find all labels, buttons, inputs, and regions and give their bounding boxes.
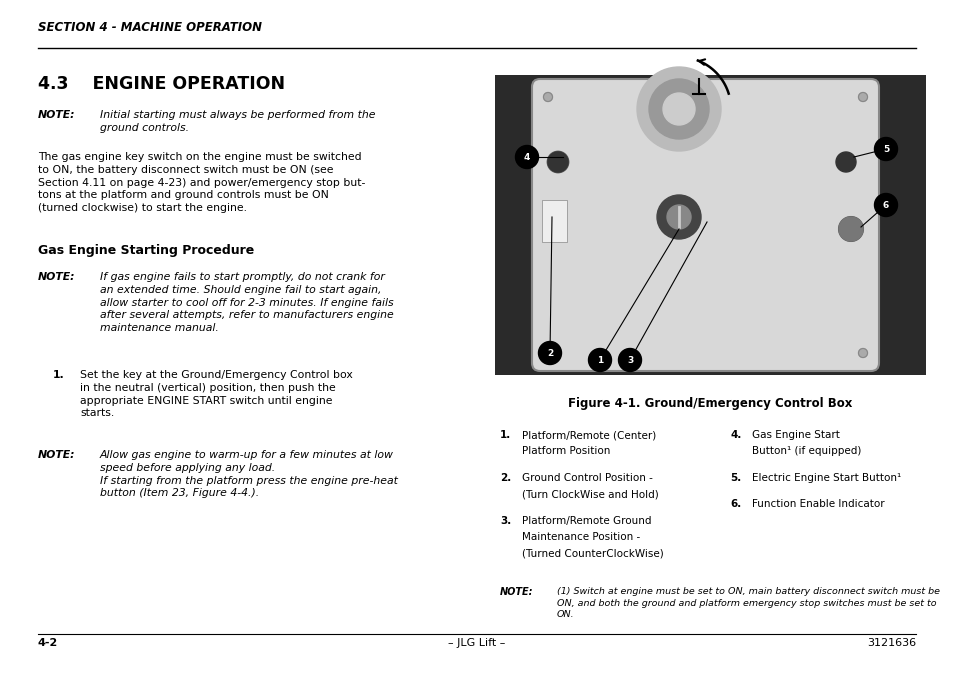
Text: 1.: 1.: [499, 430, 511, 440]
FancyBboxPatch shape: [532, 79, 878, 371]
Circle shape: [662, 93, 695, 125]
Text: NOTE:: NOTE:: [38, 272, 75, 282]
Circle shape: [858, 349, 866, 358]
Text: 4.: 4.: [729, 430, 740, 440]
Text: Platform/Remote Ground: Platform/Remote Ground: [521, 516, 651, 526]
Text: 1.: 1.: [53, 370, 65, 380]
Text: Platform/Remote (Center): Platform/Remote (Center): [521, 430, 656, 440]
Text: 6.: 6.: [729, 500, 740, 510]
Circle shape: [666, 205, 690, 229]
Text: 5.: 5.: [729, 473, 740, 483]
Circle shape: [543, 349, 552, 358]
Text: The gas engine key switch on the engine must be switched
to ON, the battery disc: The gas engine key switch on the engine …: [38, 152, 365, 213]
Circle shape: [648, 79, 708, 139]
Text: – JLG Lift –: – JLG Lift –: [448, 638, 505, 648]
Text: 3.: 3.: [499, 516, 511, 526]
Text: 1: 1: [597, 356, 602, 364]
Bar: [541, 200, 566, 242]
Circle shape: [874, 137, 897, 160]
Circle shape: [588, 349, 611, 372]
Text: 4: 4: [523, 153, 530, 162]
Text: Platform Position: Platform Position: [521, 447, 610, 456]
Circle shape: [858, 93, 866, 101]
Text: 2: 2: [546, 349, 553, 358]
Text: Initial starting must always be performed from the
ground controls.: Initial starting must always be performe…: [100, 110, 375, 132]
Text: NOTE:: NOTE:: [499, 587, 533, 598]
Circle shape: [515, 145, 537, 168]
Text: 6: 6: [882, 201, 888, 210]
Circle shape: [537, 341, 561, 364]
Circle shape: [547, 152, 567, 172]
Text: Set the key at the Ground/Emergency Control box
in the neutral (vertical) positi: Set the key at the Ground/Emergency Cont…: [80, 370, 353, 418]
Circle shape: [657, 195, 700, 239]
Text: If gas engine fails to start promptly, do not crank for
an extended time. Should: If gas engine fails to start promptly, d…: [100, 272, 394, 333]
Circle shape: [874, 193, 897, 216]
Text: NOTE:: NOTE:: [38, 110, 75, 120]
Text: 5: 5: [882, 145, 888, 153]
Text: (1) Switch at engine must be set to ON, main battery disconnect switch must be
O: (1) Switch at engine must be set to ON, …: [557, 587, 939, 619]
Text: Allow gas engine to warm-up for a few minutes at low
speed before applying any l: Allow gas engine to warm-up for a few mi…: [100, 450, 397, 498]
Text: 4-2: 4-2: [38, 638, 58, 648]
Text: (Turned CounterClockWise): (Turned CounterClockWise): [521, 549, 663, 559]
Text: Gas Engine Start: Gas Engine Start: [751, 430, 839, 440]
Text: SECTION 4 - MACHINE OPERATION: SECTION 4 - MACHINE OPERATION: [38, 21, 262, 34]
Text: Ground Control Position -: Ground Control Position -: [521, 473, 652, 483]
Bar: [495, 75, 925, 375]
Circle shape: [543, 93, 552, 101]
Circle shape: [835, 152, 855, 172]
Circle shape: [838, 217, 862, 241]
Text: Gas Engine Starting Procedure: Gas Engine Starting Procedure: [38, 244, 254, 257]
Text: NOTE:: NOTE:: [38, 450, 75, 460]
Circle shape: [618, 349, 640, 372]
Text: 3121636: 3121636: [866, 638, 915, 648]
Text: (Turn ClockWise and Hold): (Turn ClockWise and Hold): [521, 489, 659, 500]
Text: Function Enable Indicator: Function Enable Indicator: [751, 500, 883, 510]
Text: Figure 4-1. Ground/Emergency Control Box: Figure 4-1. Ground/Emergency Control Box: [568, 397, 852, 410]
Circle shape: [637, 67, 720, 151]
Text: Electric Engine Start Button¹: Electric Engine Start Button¹: [751, 473, 901, 483]
Text: Button¹ (if equipped): Button¹ (if equipped): [751, 447, 861, 456]
Text: 4.3    ENGINE OPERATION: 4.3 ENGINE OPERATION: [38, 75, 285, 93]
Text: 2.: 2.: [499, 473, 511, 483]
Text: Maintenance Position -: Maintenance Position -: [521, 533, 639, 543]
Text: 3: 3: [626, 356, 633, 364]
